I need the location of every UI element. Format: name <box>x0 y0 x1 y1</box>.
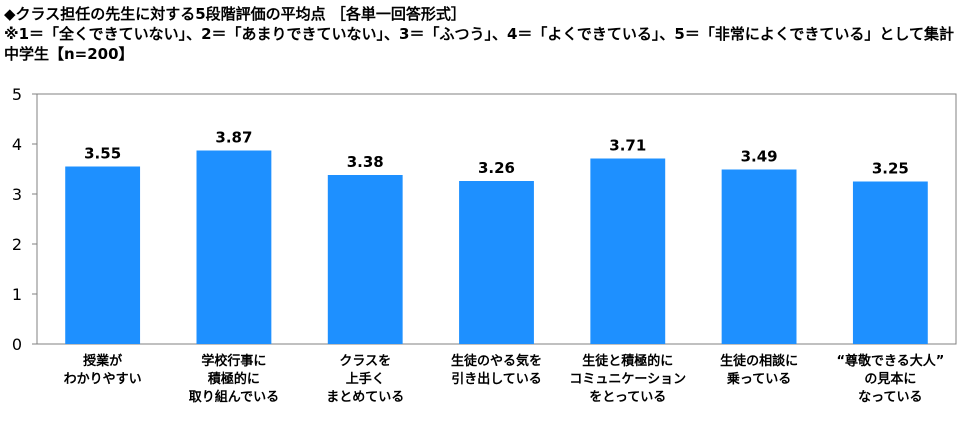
sample-size: 中学生【n=200】 <box>4 45 134 63</box>
bar <box>327 175 403 344</box>
bar <box>590 158 666 344</box>
chart-note: ※1＝「全くできていない」、2＝「あまりできていない」、3＝「ふつう」、4＝「よ… <box>4 25 954 43</box>
chart-header: ◆クラス担任の先生に対する5段階評価の平均点 ［各単一回答形式］ ※1＝「全くで… <box>4 4 956 64</box>
x-tick-label: “尊敬できる大人”の見本になっている <box>836 353 944 405</box>
bar <box>721 169 797 344</box>
y-tick-label: 5 <box>12 85 22 104</box>
y-tick-label: 0 <box>12 335 22 354</box>
chart-title: ◆クラス担任の先生に対する5段階評価の平均点 ［各単一回答形式］ <box>4 5 466 23</box>
x-tick-label: 学校行事に積極的に取り組んでいる <box>189 353 279 405</box>
data-label: 3.55 <box>84 145 121 163</box>
x-tick-label: 授業がわかりやすい <box>64 353 142 387</box>
data-label: 3.25 <box>872 160 909 178</box>
data-label: 3.87 <box>215 129 252 147</box>
data-label: 3.49 <box>741 148 778 166</box>
data-label: 3.71 <box>609 137 646 155</box>
y-tick-label: 1 <box>12 285 22 304</box>
data-label: 3.26 <box>478 159 515 177</box>
bar <box>196 150 272 344</box>
x-tick-label: 生徒のやる気を引き出している <box>451 353 542 387</box>
y-tick-label: 3 <box>12 185 22 204</box>
bar <box>459 181 534 344</box>
data-label: 3.38 <box>347 153 384 171</box>
x-tick-label: 生徒の相談に乗っている <box>720 353 798 387</box>
y-tick-label: 4 <box>12 135 22 154</box>
y-tick-label: 2 <box>12 235 22 254</box>
x-tick-label: クラスを上手くまとめている <box>326 354 404 405</box>
bar <box>852 181 928 344</box>
bar <box>65 166 141 344</box>
x-tick-label: 生徒と積極的にコミュニケーションをとっている <box>569 353 686 405</box>
